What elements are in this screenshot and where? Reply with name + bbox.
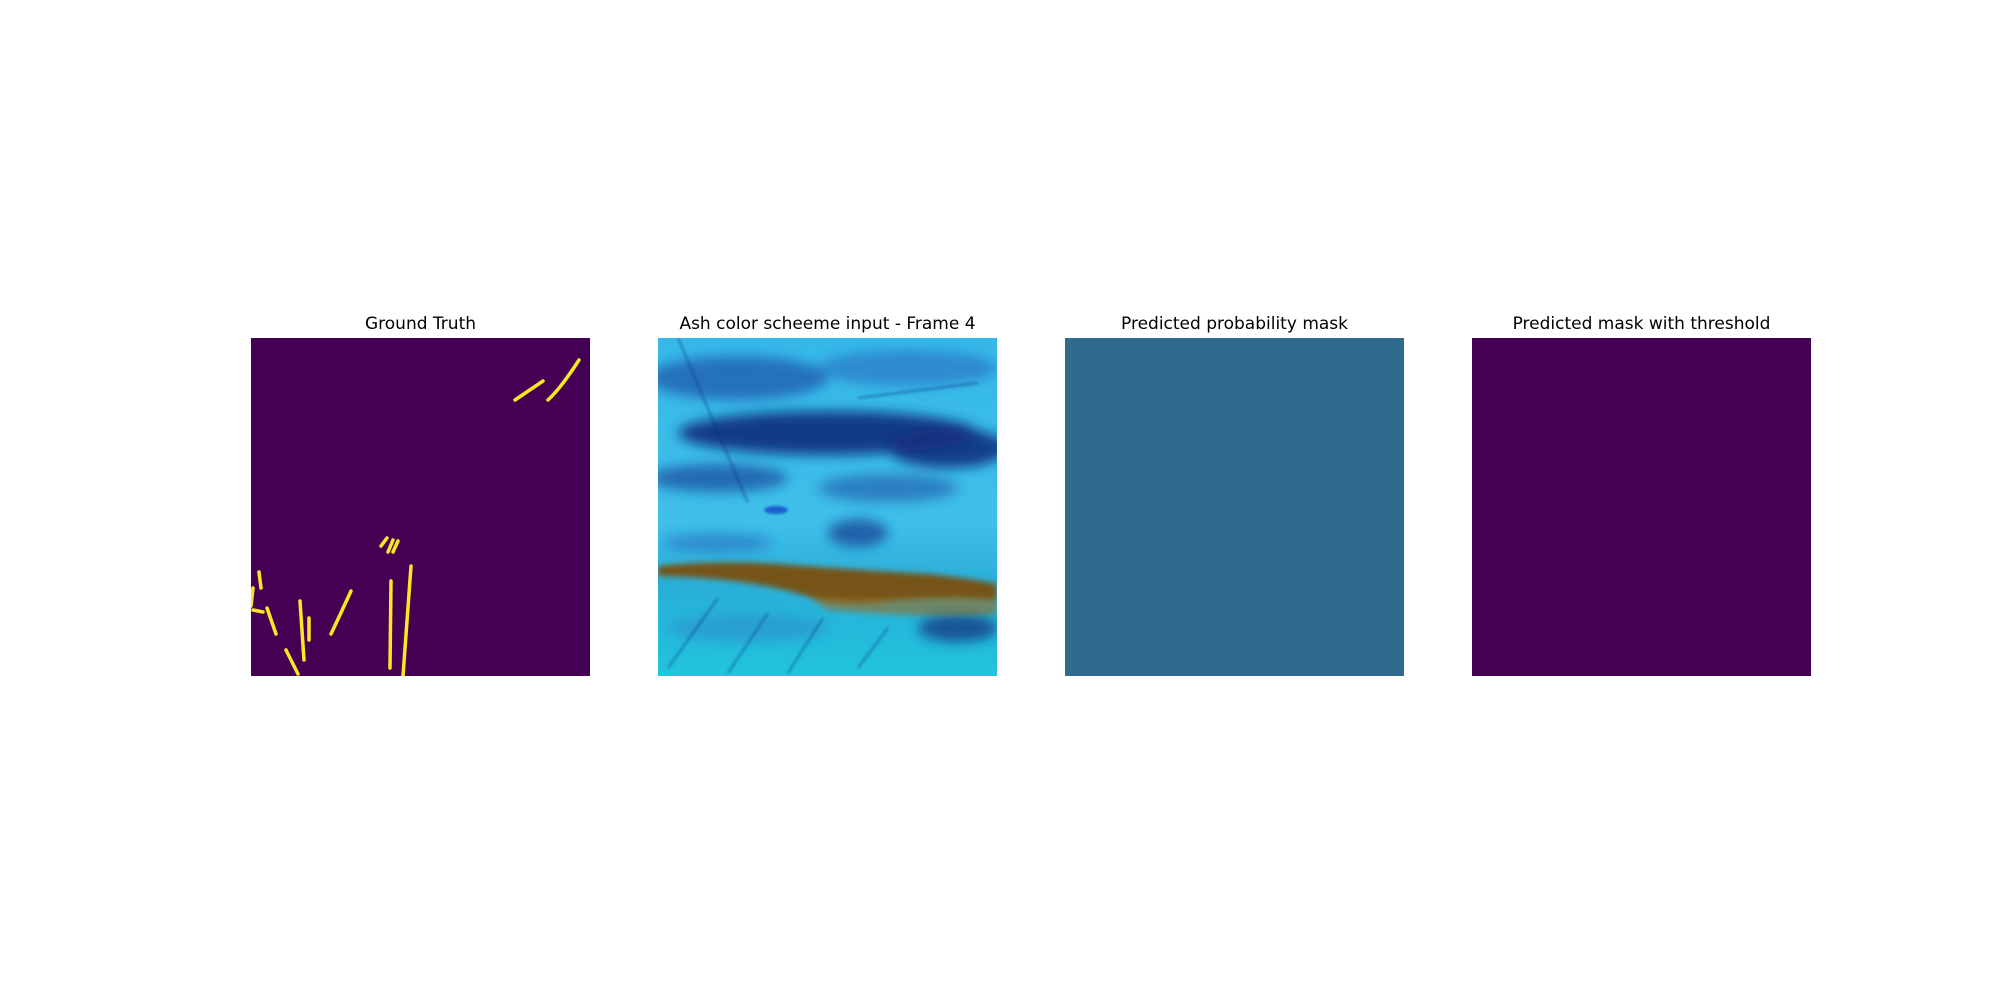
- cloud-band: [888, 428, 997, 468]
- ground-truth-mask: [251, 338, 590, 676]
- contrail-streak: [546, 358, 581, 402]
- contrail-streak: [251, 586, 255, 608]
- probability-mask-title: Predicted probability mask: [1121, 314, 1348, 334]
- threshold-mask-fill: [1472, 338, 1811, 676]
- ash-plume-core: [658, 562, 997, 603]
- cloud-spot: [764, 506, 788, 514]
- cloud-streak: [727, 612, 769, 674]
- cloud-band: [658, 464, 788, 492]
- cloud-streak: [667, 597, 719, 669]
- probability-mask-rect: [1065, 338, 1404, 676]
- contrail-streak: [329, 589, 353, 636]
- cloud-streak: [787, 617, 824, 674]
- contrail-streak: [298, 599, 306, 662]
- ground-truth-panel: Ground Truth: [251, 309, 590, 676]
- contrail-streaks: [251, 358, 581, 676]
- probability-mask-fill: [1065, 338, 1404, 676]
- cloud-band: [818, 350, 997, 386]
- cloud-streaks: [667, 338, 979, 674]
- cloud-streak: [857, 382, 979, 399]
- probability-mask-panel: Predicted probability mask: [1065, 309, 1404, 676]
- cloud-band: [828, 519, 888, 547]
- probability-mask-image: [1065, 338, 1404, 676]
- threshold-mask-title: Predicted mask with threshold: [1512, 314, 1771, 334]
- contrail-streak: [513, 379, 545, 402]
- cloud-band: [663, 533, 773, 553]
- contrail-streak: [284, 648, 300, 676]
- contrail-streak: [391, 539, 400, 554]
- contrail-streak: [257, 570, 263, 590]
- ash-plume-edge: [808, 596, 997, 616]
- cloud-band: [918, 614, 997, 642]
- ash-color-frame: [658, 338, 997, 676]
- contrail-streak: [386, 538, 395, 554]
- ash-plume: [658, 562, 997, 616]
- threshold-mask-panel: Predicted mask with threshold: [1472, 309, 1811, 676]
- cloud-bands: [658, 350, 997, 642]
- contrail-streak: [379, 536, 389, 548]
- cloud-streak: [677, 338, 749, 504]
- contrail-streak: [265, 606, 278, 636]
- threshold-mask-image: [1472, 338, 1811, 676]
- ash-input-title: Ash color scheeme input - Frame 4: [679, 314, 976, 334]
- ash-input-image: [658, 338, 997, 676]
- contrail-streak: [401, 564, 413, 676]
- cloud-streak: [857, 627, 889, 669]
- ash-input-panel: Ash color scheeme input - Frame 4: [658, 309, 997, 676]
- cloud-band: [818, 474, 958, 502]
- contrail-streak: [251, 608, 265, 614]
- cloud-band: [668, 614, 828, 642]
- contrail-streak: [388, 579, 393, 670]
- threshold-mask-rect: [1472, 338, 1811, 676]
- ground-truth-title: Ground Truth: [364, 314, 477, 334]
- ground-truth-image: [251, 338, 590, 676]
